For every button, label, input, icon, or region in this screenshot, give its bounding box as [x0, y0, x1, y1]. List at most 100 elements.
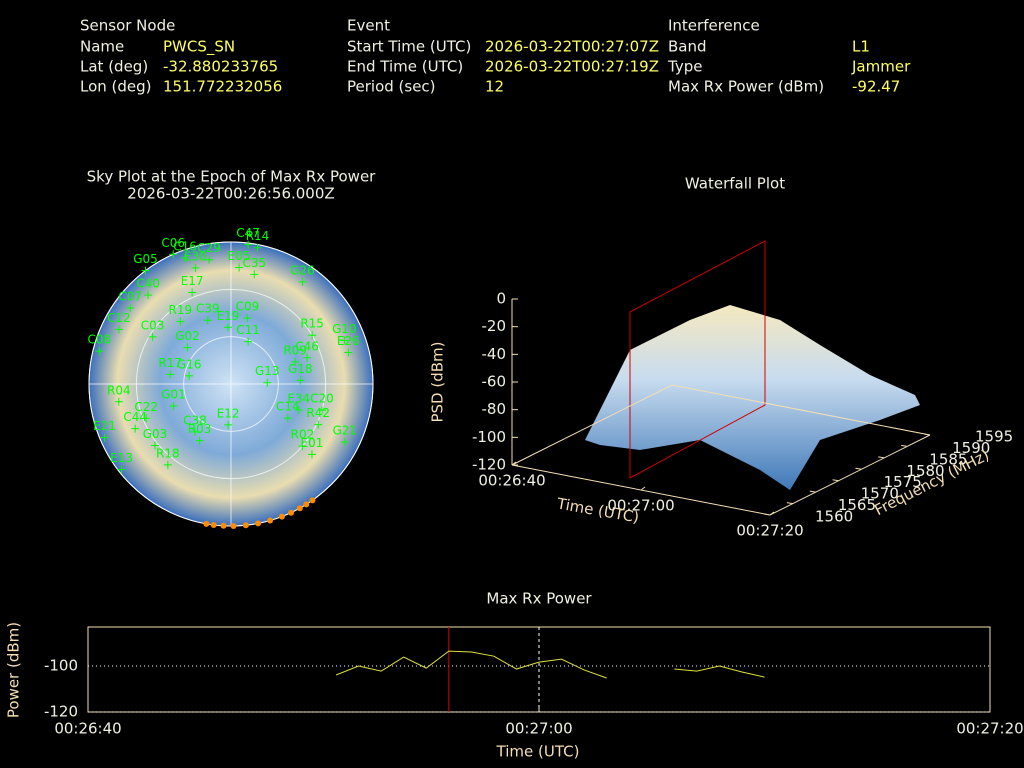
- satellite-label: G03: [143, 427, 168, 441]
- satellite-marker: [224, 323, 233, 332]
- satellite-marker: [340, 438, 349, 447]
- info-value: 12: [485, 78, 504, 96]
- satellite-label: R04: [107, 383, 131, 397]
- satellite-label: C38: [183, 413, 207, 427]
- satellite-label: C12: [107, 311, 131, 325]
- info-label: Type: [667, 58, 702, 76]
- track-point: [288, 509, 295, 516]
- info-value: L1: [852, 38, 870, 56]
- satellite-marker: [185, 371, 194, 380]
- satellite-marker: [205, 255, 214, 264]
- info-value: Jammer: [851, 58, 911, 76]
- satellite-marker: [126, 304, 135, 313]
- satellite-label: C44: [123, 410, 147, 424]
- track-point: [230, 522, 237, 529]
- satellite-label: R03: [188, 422, 212, 436]
- y-tick-label: 1575: [884, 473, 922, 491]
- satellite-label: C35: [242, 256, 266, 270]
- info-label: Band: [668, 38, 707, 56]
- satellite-marker: [117, 465, 126, 474]
- info-value: 151.772232056: [163, 78, 282, 96]
- y-tick: [786, 502, 793, 505]
- satellite-marker: [95, 347, 104, 356]
- satellite-label: E26: [337, 334, 360, 348]
- satellite-label: C29: [197, 241, 221, 255]
- info-label: Name: [80, 38, 124, 56]
- satellite-marker: [244, 240, 253, 249]
- satellite-marker: [144, 291, 153, 300]
- x-tick: [511, 461, 517, 466]
- info-label: Lat (deg): [80, 58, 148, 76]
- satellite-label: C47: [236, 226, 260, 240]
- y-tick-label: -120: [44, 703, 78, 721]
- satellite-label: G05: [133, 252, 158, 266]
- satellite-marker: [235, 263, 244, 272]
- satellite-marker: [169, 250, 178, 259]
- satellite-label: C08: [88, 333, 112, 347]
- chart-subtitle: 2026-03-22T00:26:56.000Z: [127, 185, 334, 203]
- info-label: End Time (UTC): [347, 58, 463, 76]
- satellite-label: C06: [161, 236, 185, 250]
- x-tick: [640, 486, 646, 491]
- satellite-label: E13: [110, 451, 133, 465]
- satellite-marker: [203, 316, 212, 325]
- epoch-plane: [629, 240, 766, 479]
- satellite-marker: [303, 353, 312, 362]
- satellite-label: E19: [217, 309, 240, 323]
- x-tick-label: 00:27:00: [505, 720, 572, 738]
- track-point: [255, 520, 262, 527]
- y-tick: [832, 479, 839, 482]
- satellite-marker: [291, 357, 300, 366]
- track-point: [278, 513, 285, 520]
- info-label: Lon (deg): [80, 78, 152, 96]
- y-tick-label: 1595: [975, 428, 1013, 446]
- waterfall-surface: [585, 305, 920, 490]
- sky-axes: [89, 242, 373, 526]
- y-tick-label: 1590: [952, 439, 990, 457]
- y-axis-label: Power (dBm): [5, 622, 23, 718]
- satellite-label: E05: [228, 249, 251, 263]
- y-tick-label: 1580: [906, 462, 944, 480]
- satellite-label: E30: [184, 249, 207, 263]
- z-tick-label: -40: [482, 345, 507, 363]
- satellite-marker: [283, 414, 292, 423]
- info-value: -92.47: [852, 78, 900, 96]
- satellite-marker: [250, 270, 259, 279]
- z-tick-label: -100: [472, 428, 506, 446]
- satellite-label: C11: [236, 323, 260, 337]
- satellite-marker: [181, 253, 190, 262]
- satellite-marker: [296, 376, 305, 385]
- satellite-label: E01: [301, 436, 324, 450]
- x-tick-label: 00:27:00: [607, 497, 674, 515]
- satellite-marker: [195, 436, 204, 445]
- satellite-marker: [298, 277, 307, 286]
- satellite-marker: [344, 348, 353, 357]
- satellite-marker: [183, 343, 192, 352]
- satellite-marker: [340, 336, 349, 345]
- satellite-marker: [148, 332, 157, 341]
- satellite-label: C03: [141, 318, 165, 332]
- info-heading: Sensor Node: [80, 17, 175, 35]
- x-axis-label: Time (UTC): [496, 743, 580, 761]
- info-value: PWCS_SN: [163, 38, 235, 57]
- satellite-marker: [100, 433, 109, 442]
- chart-title: Waterfall Plot: [685, 175, 785, 193]
- satellite-label: R14: [246, 229, 270, 243]
- z-tick-label: 0: [496, 290, 506, 308]
- x-tick-label: 00:26:40: [54, 720, 121, 738]
- satellite-label: C46: [295, 339, 319, 353]
- satellite-marker: [141, 266, 150, 275]
- track-point: [303, 501, 310, 508]
- satellite-marker: [298, 442, 307, 451]
- info-label: Max Rx Power (dBm): [668, 78, 824, 96]
- y-tick-label: 1585: [929, 450, 967, 468]
- satellite-marker: [166, 370, 175, 379]
- x-tick-label: 00:27:20: [736, 522, 803, 540]
- y-tick: [809, 490, 816, 493]
- satellite-marker: [188, 288, 197, 297]
- satellite-marker: [114, 397, 123, 406]
- satellite-marker: [190, 427, 199, 436]
- info-heading: Event: [347, 17, 390, 35]
